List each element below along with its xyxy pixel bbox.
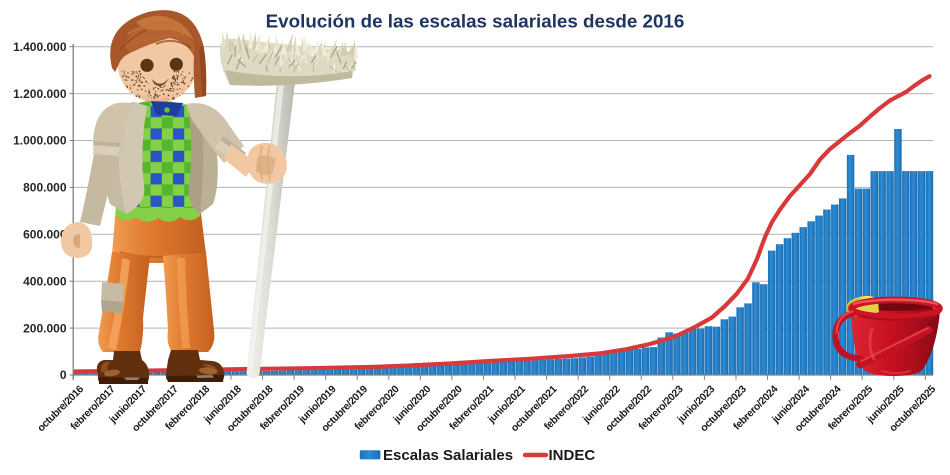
svg-text:Escalas Salariales: Escalas Salariales: [383, 447, 513, 464]
svg-text:200.000: 200.000: [23, 321, 67, 335]
svg-text:Evolución de las escalas salar: Evolución de las escalas salariales desd…: [266, 11, 685, 32]
svg-text:INDEC: INDEC: [549, 447, 596, 464]
svg-text:1.200.000: 1.200.000: [13, 87, 67, 101]
svg-text:600.000: 600.000: [23, 228, 67, 242]
svg-text:0: 0: [60, 368, 67, 382]
svg-text:400.000: 400.000: [23, 274, 67, 288]
svg-text:1.000.000: 1.000.000: [13, 134, 67, 148]
svg-text:1.400.000: 1.400.000: [13, 40, 67, 54]
svg-text:800.000: 800.000: [23, 181, 67, 195]
